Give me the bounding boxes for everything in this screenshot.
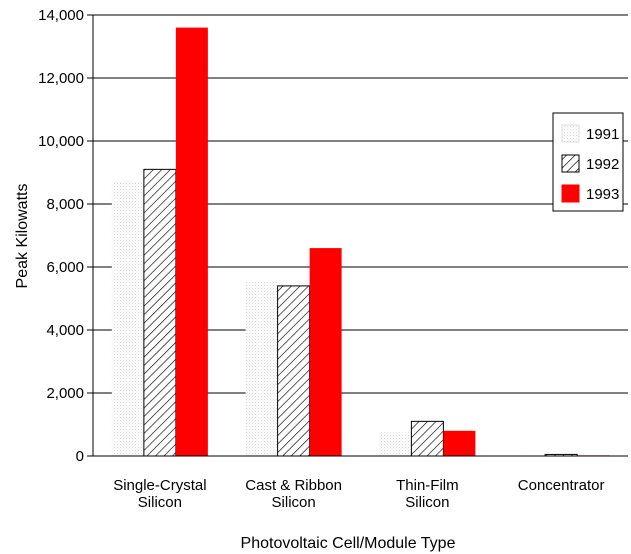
x-tick-label: Concentrator xyxy=(518,477,605,494)
y-tick-label: 10,000 xyxy=(38,133,84,150)
bar-1991 xyxy=(111,181,144,456)
bar-1993 xyxy=(443,430,476,456)
axes: 0 2,000 4,000 6,000 8,000 10,000 12,000 14,000 S… xyxy=(38,7,628,511)
bar-1992 xyxy=(410,420,444,457)
bar-1992 xyxy=(277,285,311,457)
x-tick-label: Thin-Film Silicon xyxy=(396,477,459,511)
y-tick-label: 4,000 xyxy=(46,322,84,339)
bar-1993 xyxy=(309,248,342,456)
legend-label-1992: 1992 xyxy=(586,156,619,173)
x-axis-title: Photovoltaic Cell/Module Type xyxy=(241,535,456,552)
bar-1991 xyxy=(245,281,278,456)
x-tick-label: Cast & Ribbon Silicon xyxy=(245,477,342,511)
y-axis-title: Peak Kilowatts xyxy=(14,184,31,289)
bar-1993 xyxy=(175,27,208,456)
legend-swatch-1993 xyxy=(561,184,580,203)
y-tick-label: 14,000 xyxy=(38,7,84,24)
x-tick-label: Single-Crystal Silicon xyxy=(113,477,206,511)
bar-1991 xyxy=(379,432,412,456)
y-tick-label: 0 xyxy=(76,448,84,465)
y-tick-label: 8,000 xyxy=(46,196,84,213)
legend-label-1991: 1991 xyxy=(586,126,619,143)
legend-swatch-1991 xyxy=(561,124,580,143)
legend: 1991 1992 1993 xyxy=(552,112,624,212)
bars xyxy=(111,27,610,457)
legend-label-1993: 1993 xyxy=(586,186,619,203)
y-tick-label: 2,000 xyxy=(46,385,84,402)
y-tick-label: 12,000 xyxy=(38,70,84,87)
legend-swatch-1992 xyxy=(561,154,580,173)
bar-1992 xyxy=(143,168,177,457)
y-tick-label: 6,000 xyxy=(46,259,84,276)
